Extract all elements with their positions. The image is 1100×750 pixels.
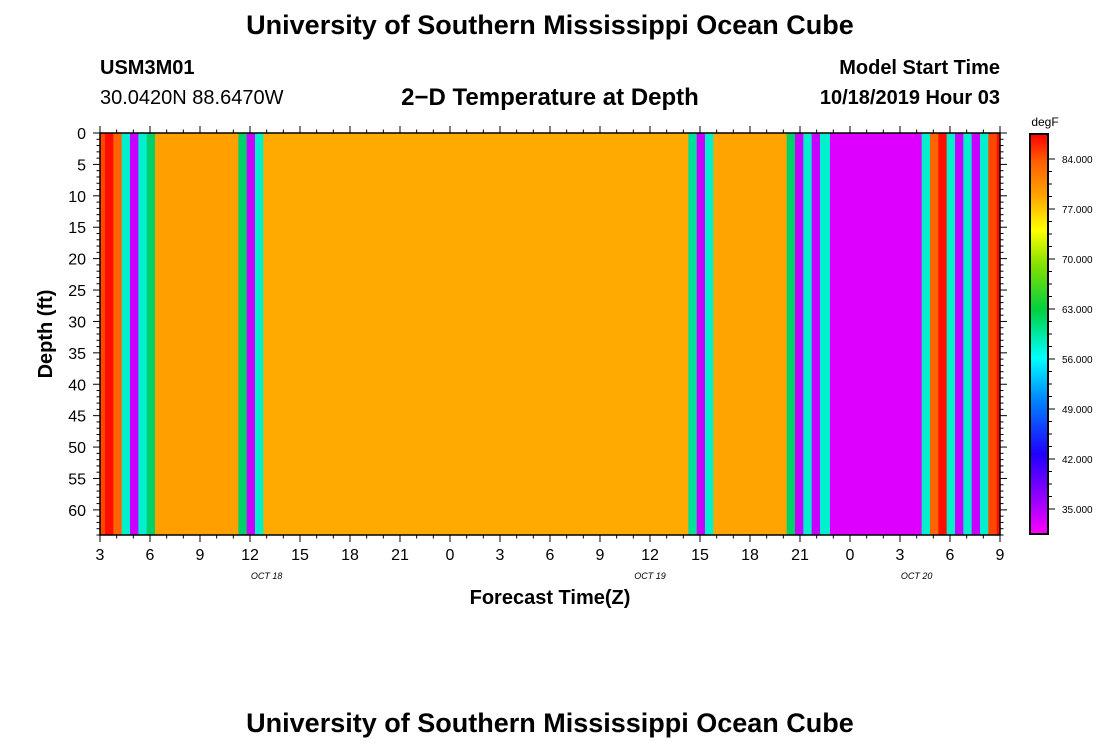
heatmap-column [996,133,1001,535]
heatmap-column [688,133,697,535]
x-tick-label: 3 [96,547,105,564]
x-tick-label: 15 [291,547,309,564]
model-start-value: 10/18/2019 Hour 03 [819,87,1000,109]
footer-title: University of Southern Mississippi Ocean… [246,708,854,738]
heatmap-column [938,133,947,535]
heatmap-column [980,133,989,535]
x-tick-label: 9 [196,547,205,564]
x-tick-label: 12 [241,547,259,564]
x-tick-label: 6 [146,547,155,564]
y-tick-label: 25 [68,283,86,300]
heatmap-column [811,133,821,535]
heatmap-column [705,133,714,535]
model-start-label: Model Start Time [839,57,1000,79]
heatmap-column [820,133,831,535]
colorbar-tick-label: 63.000 [1062,305,1093,316]
colorbar-tick-label: 35.000 [1062,505,1093,516]
station-id: USM3M01 [100,57,195,79]
y-tick-label: 0 [77,126,86,143]
station-location: 30.0420N 88.6470W [100,87,284,109]
x-date-label: OCT 20 [901,571,933,581]
x-tick-label: 18 [741,547,759,564]
heatmap-column [100,133,106,535]
heatmap-column [988,133,997,535]
heatmap-column [246,133,256,535]
heatmap-column [105,133,114,535]
x-tick-label: 18 [341,547,359,564]
heatmap-column [930,133,939,535]
y-tick-label: 50 [68,440,86,457]
x-tick-label: 12 [641,547,659,564]
heatmap-column [955,133,964,535]
colorbar-tick-label: 49.000 [1062,405,1093,416]
x-tick-label: 6 [946,547,955,564]
x-tick-label: 0 [846,547,855,564]
y-tick-label: 5 [77,157,86,174]
colorbar-tick-label: 42.000 [1062,455,1093,466]
y-tick-label: 20 [68,252,86,269]
page-title: University of Southern Mississippi Ocean… [246,10,854,40]
heatmap-column [786,133,796,535]
y-tick-label: 60 [68,503,86,520]
heatmap-column [795,133,804,535]
y-axis-label: Depth (ft) [35,290,57,379]
heatmap-column [121,133,131,535]
heatmap-column [971,133,981,535]
heatmap-column [146,133,156,535]
chart-subtitle: 2−D Temperature at Depth [401,84,699,111]
y-tick-label: 15 [68,220,86,237]
heatmap-column [155,133,239,535]
heatmap-column [263,133,689,535]
x-tick-label: 9 [996,547,1005,564]
colorbar-tick-label: 70.000 [1062,255,1093,266]
colorbar-tick-label: 56.000 [1062,355,1093,366]
heatmap-column [713,133,787,535]
x-tick-label: 15 [691,547,709,564]
heatmap-column [696,133,706,535]
x-date-label: OCT 19 [634,571,666,581]
colorbar-tick-label: 84.000 [1062,155,1093,166]
colorbar-unit: degF [1031,115,1058,129]
heatmap-column [138,133,147,535]
x-tick-label: 3 [896,547,905,564]
y-axis: 0 5 10 15 20 25 30 35 40 45 50 55 60 [68,126,1007,536]
y-tick-label: 10 [68,189,86,206]
y-tick-label: 45 [68,409,86,426]
x-axis-label: Forecast Time(Z) [470,587,631,609]
heatmap-cells [100,133,1001,535]
heatmap-column [113,133,122,535]
heatmap-column [803,133,812,535]
heatmap-column [921,133,931,535]
x-tick-label: 3 [496,547,505,564]
heatmap-column [130,133,139,535]
y-tick-label: 35 [68,346,86,363]
x-axis: 3 6 9 12 15 18 21 0 3 6 9 12 15 18 21 0 3 6 9 OCT 18 OCT 19 O… [96,126,1005,581]
x-tick-label: 9 [596,547,605,564]
y-tick-label: 40 [68,377,86,394]
heatmap-column [963,133,972,535]
colorbar-tick-label: 77.000 [1062,205,1093,216]
heatmap-column [946,133,956,535]
x-date-label: OCT 18 [251,571,283,581]
colorbar [1029,133,1049,535]
colorbar-ticks: 84.000 77.000 70.000 63.000 56.000 49.000 42.0… [1048,155,1093,516]
y-tick-label: 30 [68,314,86,331]
x-tick-label: 21 [791,547,809,564]
heatmap-column [830,133,922,535]
x-tick-label: 0 [446,547,455,564]
x-tick-label: 21 [391,547,409,564]
y-tick-label: 55 [68,471,86,488]
x-tick-label: 6 [546,547,555,564]
heatmap-column [255,133,264,535]
heatmap-column [238,133,247,535]
